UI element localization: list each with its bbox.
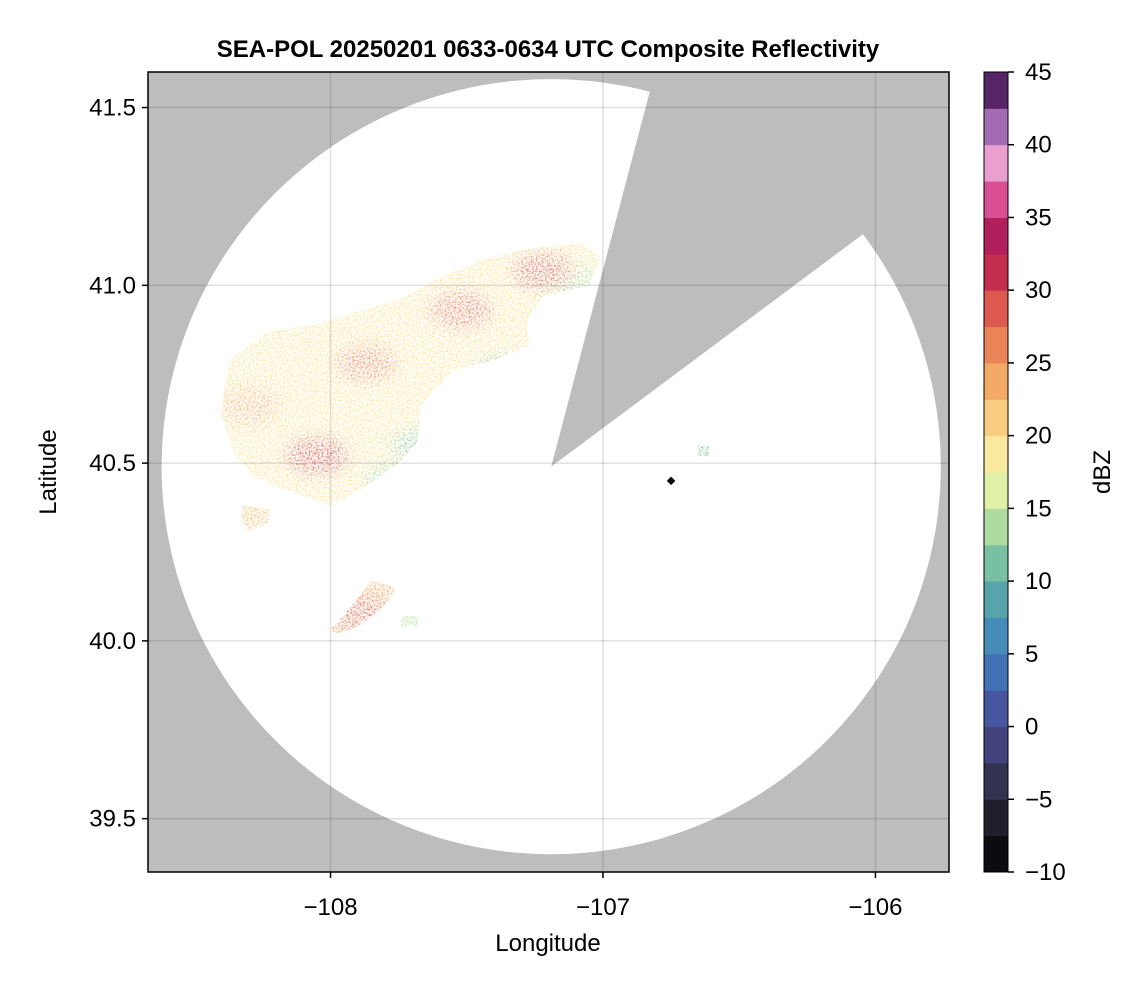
colorbar: −10 −5 0 5 10 15 20 25 30 35 40 45 dBZ [983,59,1116,886]
colorbar-segment [984,726,1008,764]
y-axis-label: Latitude [35,429,62,514]
echo-region-small-southern-echo [401,616,418,627]
colorbar-segment [984,435,1008,473]
colorbar-segment [984,253,1008,291]
colorbar-tick-label: 20 [1025,423,1052,450]
colorbar-segment [984,617,1008,655]
colorbar-segment [984,653,1008,691]
x-axis-ticks: −108 −107 −106 [304,872,902,921]
colorbar-segment [984,544,1008,582]
colorbar-segments [984,72,1008,873]
colorbar-tick-label: 45 [1025,59,1052,86]
colorbar-ticks: −10 −5 0 5 10 15 20 25 30 35 40 45 [1008,59,1066,886]
colorbar-segment [984,508,1008,546]
colorbar-segment [984,217,1008,255]
colorbar-tick-label: 10 [1025,568,1052,595]
echo-hotspot [286,438,347,474]
colorbar-segment [984,472,1008,509]
colorbar-segment [984,799,1008,837]
echo-hotspot [335,345,396,382]
y-axis-ticks: 39.5 40.0 40.5 41.0 41.5 [89,95,148,833]
colorbar-tick-label: 30 [1025,277,1052,304]
colorbar-tick-label: 35 [1025,204,1052,231]
colorbar-segment [984,581,1008,618]
colorbar-segment [984,399,1008,437]
colorbar-tick-label: 15 [1025,495,1052,522]
colorbar-segment [984,72,1008,109]
y-tick-label: 41.0 [89,272,136,299]
echo-region-eastern-echo [698,445,710,456]
echo-hotspot [513,253,574,290]
colorbar-frame [983,71,1009,873]
echo-hotspot [431,292,492,329]
colorbar-tick-label: 5 [1025,641,1038,668]
chart-title: SEA-POL 20250201 0633-0634 UTC Composite… [217,36,880,63]
site-marker [666,476,676,486]
colorbar-segment [984,108,1008,146]
plot-frame [147,71,950,873]
plot-area [148,72,949,872]
colorbar-label: dBZ [1089,450,1116,494]
colorbar-tick-label: 25 [1025,350,1052,377]
colorbar-segment [984,690,1008,728]
y-tick-label: 39.5 [89,806,136,833]
radar-coverage-disc [161,79,941,855]
colorbar-tick-label: 40 [1025,132,1052,159]
colorbar-segment [984,290,1008,328]
x-tick-label: −106 [848,894,902,921]
x-tick-label: −108 [304,894,358,921]
colorbar-segment [984,144,1008,182]
echo-hotspot [221,388,279,425]
colorbar-segment [984,762,1008,800]
grid-lines [148,72,949,872]
y-tick-label: 41.5 [89,95,136,122]
colorbar-segment [984,326,1008,364]
colorbar-segment [984,835,1008,873]
y-tick-label: 40.5 [89,450,136,477]
colorbar-tick-label: −10 [1025,859,1066,886]
x-tick-label: −107 [576,894,630,921]
x-axis-label: Longitude [495,930,600,957]
colorbar-segment [984,181,1008,218]
colorbar-tick-label: 0 [1025,714,1038,741]
y-tick-label: 40.0 [89,628,136,655]
colorbar-tick-label: −5 [1025,786,1052,813]
colorbar-segment [984,362,1008,400]
